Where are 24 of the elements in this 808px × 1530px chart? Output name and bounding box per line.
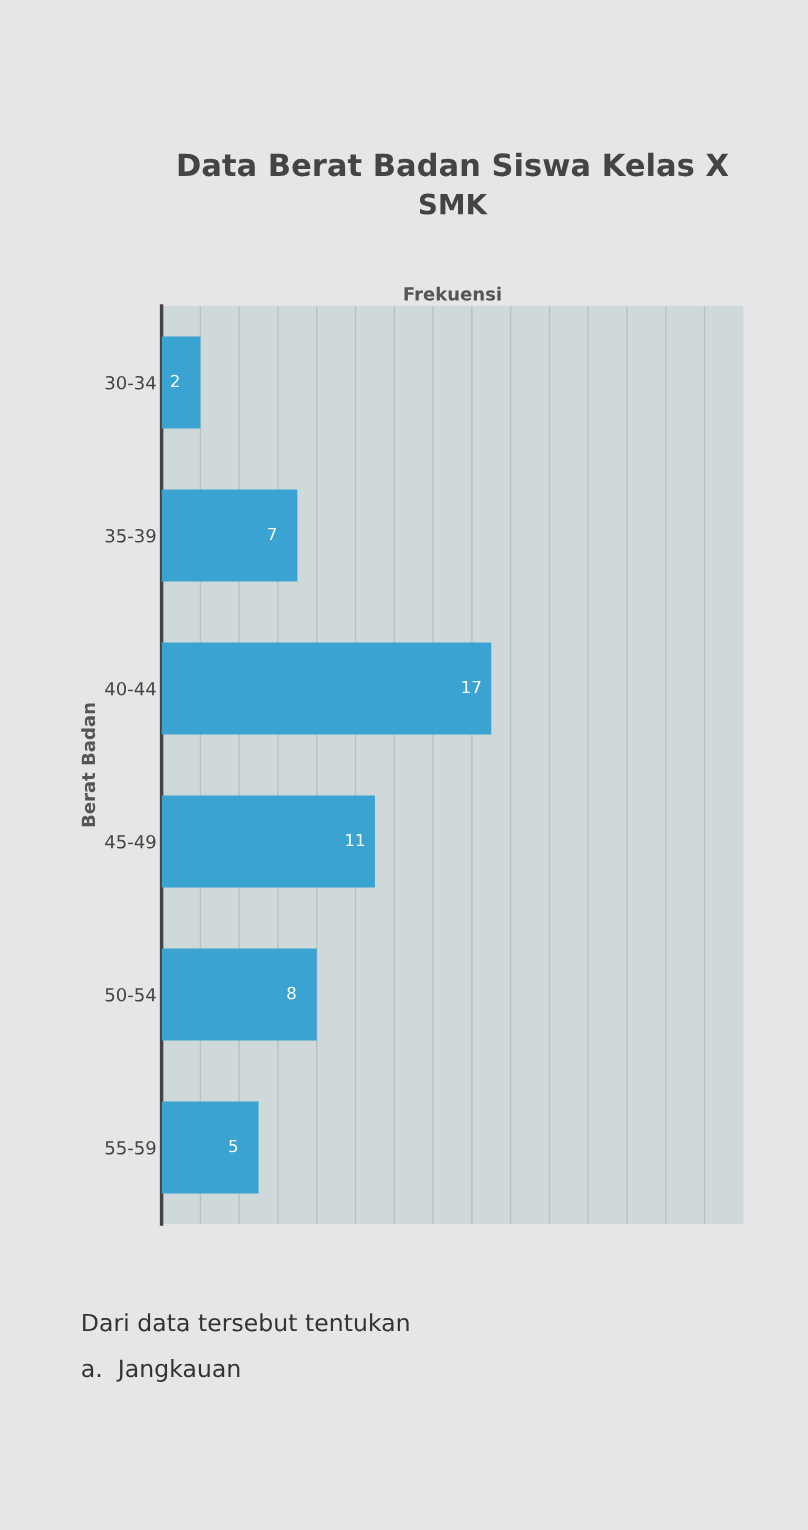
y-tick-label: 45-49 bbox=[105, 834, 156, 849]
y-axis-title: Berat Badan bbox=[81, 703, 96, 827]
y-tick-label: 30-34 bbox=[105, 375, 156, 390]
data-label: 5 bbox=[229, 1139, 238, 1153]
chart-subtitle: SMK bbox=[419, 193, 488, 215]
y-tick-label: 40-44 bbox=[105, 681, 156, 696]
bar bbox=[161, 795, 375, 888]
data-label: 11 bbox=[346, 833, 365, 847]
bar bbox=[161, 948, 317, 1041]
y-tick-label: 55-59 bbox=[105, 1140, 156, 1155]
bar bbox=[161, 489, 298, 582]
data-label: 17 bbox=[462, 680, 481, 694]
text: a. Jangkauan bbox=[82, 1359, 240, 1382]
text: Dari data tersebut tentukan bbox=[83, 1313, 409, 1332]
bar bbox=[161, 1101, 259, 1194]
data-label: 2 bbox=[171, 374, 179, 388]
data-label: 7 bbox=[268, 527, 276, 541]
y-tick-label: 50-54 bbox=[105, 987, 156, 1002]
y-tick-label: 35-39 bbox=[105, 528, 156, 543]
x-axis-title: Frekuensi bbox=[404, 286, 501, 301]
bar bbox=[161, 336, 201, 429]
data-label: 8 bbox=[287, 986, 296, 1000]
chart-title: Data Berat Badan Siswa Kelas X bbox=[178, 152, 729, 177]
bar bbox=[161, 642, 492, 735]
